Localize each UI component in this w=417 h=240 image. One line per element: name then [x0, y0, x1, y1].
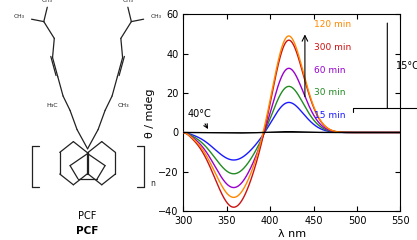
- Text: PCF: PCF: [78, 211, 97, 221]
- Text: 30 min: 30 min: [314, 88, 345, 97]
- Text: CH₃: CH₃: [151, 14, 162, 19]
- Text: 300 min: 300 min: [314, 43, 351, 52]
- X-axis label: λ nm: λ nm: [278, 229, 306, 239]
- Text: 60 min: 60 min: [314, 66, 345, 75]
- Text: CH₃: CH₃: [122, 0, 133, 2]
- Text: CH₃: CH₃: [13, 14, 25, 19]
- Text: CH₃: CH₃: [42, 0, 53, 2]
- Text: 120 min: 120 min: [314, 20, 351, 29]
- Text: PCF: PCF: [76, 226, 99, 236]
- Text: CH₃: CH₃: [117, 103, 129, 108]
- Text: n: n: [151, 179, 156, 188]
- Text: 15 min: 15 min: [314, 111, 345, 120]
- Text: 40°C: 40°C: [187, 109, 211, 128]
- Y-axis label: θ / mdeg: θ / mdeg: [146, 88, 156, 138]
- Text: 15°C: 15°C: [396, 60, 417, 71]
- Text: H₃C: H₃C: [46, 103, 58, 108]
